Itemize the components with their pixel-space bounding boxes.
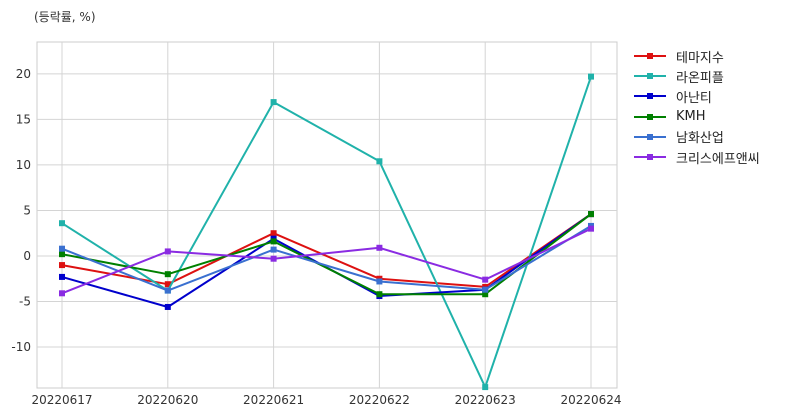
legend-swatch (634, 50, 666, 62)
legend-swatch (634, 111, 666, 123)
data-point (164, 303, 171, 310)
y-tick-label: -10 (11, 340, 31, 354)
data-point (376, 278, 383, 285)
data-point (588, 73, 594, 80)
legend-label: 남화산업 (676, 131, 724, 147)
series-5 (59, 222, 594, 294)
data-point (482, 291, 489, 298)
data-point (588, 225, 594, 232)
legend-item: 테마지수 (634, 46, 760, 66)
x-tick-label: 20220617 (31, 393, 92, 407)
legend-item: 남화산업 (634, 127, 760, 147)
data-point (59, 290, 65, 297)
series-line (61, 213, 592, 308)
data-point (588, 211, 594, 218)
series-6 (59, 225, 594, 297)
legend-marker (647, 154, 653, 161)
data-point (376, 291, 383, 298)
data-point (164, 248, 171, 255)
legend-swatch (634, 90, 666, 102)
data-point (482, 276, 489, 283)
unit-label: (등락률, %) (34, 10, 96, 24)
x-tick-label: 20220620 (137, 393, 198, 407)
y-tick-label: 20 (16, 67, 31, 81)
data-point (59, 251, 65, 258)
series-line (61, 227, 592, 295)
legend-swatch (634, 151, 666, 163)
data-point (482, 286, 489, 293)
plot-frame (36, 41, 618, 389)
axes: -10 -5 0 5 10 15 20 20220617 20220620 20220621 202… (11, 67, 621, 407)
data-point (376, 158, 383, 165)
legend-marker (647, 93, 653, 100)
y-tick-label: 15 (16, 112, 31, 126)
y-tick-label: 10 (16, 158, 31, 172)
legend-item: 아난티 (634, 86, 760, 106)
legend-item: 크리스에프앤씨 (634, 147, 760, 167)
legend-swatch (634, 70, 666, 82)
data-point (376, 244, 383, 251)
y-tick-label: 5 (23, 203, 31, 217)
series-line (61, 213, 592, 296)
x-tick-label: 20220622 (349, 393, 410, 407)
data-point (59, 220, 65, 227)
x-tick-label: 20220621 (243, 393, 304, 407)
data-point (270, 238, 277, 245)
legend-marker (647, 53, 653, 60)
series-4 (59, 211, 594, 298)
legend-swatch (634, 131, 666, 143)
data-point (270, 246, 277, 253)
legend-marker (647, 133, 653, 140)
data-point (164, 271, 171, 278)
legend-label: 크리스에프앤씨 (676, 151, 760, 167)
legend-label: KMH (676, 109, 706, 125)
legend-label: 라온피플 (676, 70, 724, 86)
y-tick-label: -5 (19, 295, 31, 309)
legend-marker (647, 73, 653, 80)
series (59, 73, 594, 391)
legend-item: KMH (634, 107, 760, 127)
data-point (59, 245, 65, 252)
legend-marker (647, 113, 653, 120)
series-3 (59, 211, 594, 310)
data-point (59, 273, 65, 280)
series-2 (59, 73, 594, 391)
x-tick-label: 20220623 (455, 393, 516, 407)
series-line (61, 225, 592, 292)
data-point (482, 384, 489, 391)
grid (36, 41, 618, 389)
data-point (270, 99, 277, 106)
legend-label: 아난티 (676, 90, 712, 106)
series-1 (59, 211, 594, 290)
data-point (164, 287, 171, 294)
y-tick-label: 0 (23, 249, 31, 263)
x-tick-label: 20220624 (560, 393, 621, 407)
data-point (270, 230, 277, 237)
series-line (61, 213, 592, 288)
series-line (61, 76, 592, 389)
data-point (164, 281, 171, 288)
data-point (270, 255, 277, 262)
data-point (59, 262, 65, 269)
legend-label: 테마지수 (676, 50, 724, 66)
legend-item: 라온피플 (634, 66, 760, 86)
